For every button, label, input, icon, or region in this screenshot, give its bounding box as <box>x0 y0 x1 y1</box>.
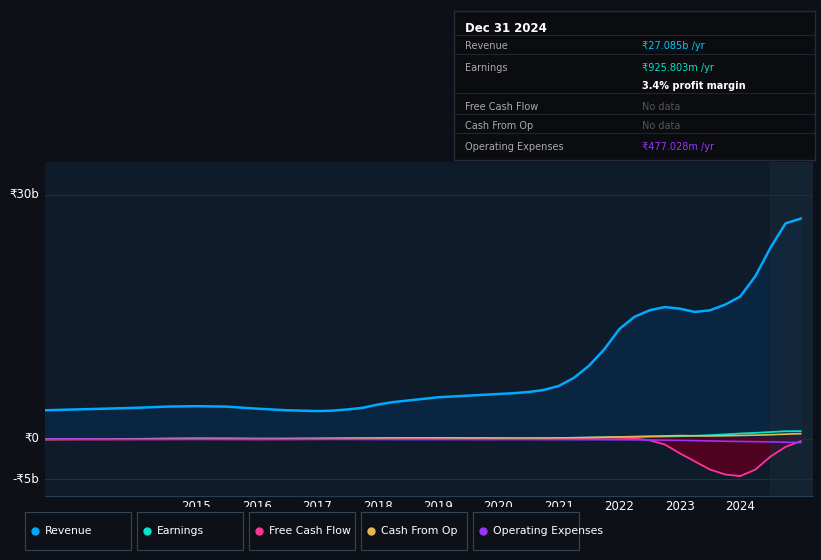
Text: ₹0: ₹0 <box>25 432 39 445</box>
Text: Free Cash Flow: Free Cash Flow <box>269 526 351 535</box>
FancyBboxPatch shape <box>136 512 243 550</box>
Text: Cash From Op: Cash From Op <box>381 526 457 535</box>
FancyBboxPatch shape <box>25 512 131 550</box>
Text: Earnings: Earnings <box>157 526 204 535</box>
Text: Dec 31 2024: Dec 31 2024 <box>465 22 547 35</box>
Text: ₹30b: ₹30b <box>10 188 39 202</box>
Text: ₹477.028m /yr: ₹477.028m /yr <box>642 142 713 152</box>
FancyBboxPatch shape <box>473 512 580 550</box>
Text: ₹27.085b /yr: ₹27.085b /yr <box>642 41 704 51</box>
Text: No data: No data <box>642 121 681 131</box>
Text: No data: No data <box>642 102 681 112</box>
Text: Revenue: Revenue <box>44 526 92 535</box>
Text: Operating Expenses: Operating Expenses <box>465 142 563 152</box>
Text: Revenue: Revenue <box>465 41 507 51</box>
FancyBboxPatch shape <box>360 512 467 550</box>
Text: -₹5b: -₹5b <box>13 473 39 486</box>
FancyBboxPatch shape <box>249 512 355 550</box>
Text: 3.4% profit margin: 3.4% profit margin <box>642 81 745 91</box>
Text: Operating Expenses: Operating Expenses <box>493 526 603 535</box>
Text: Free Cash Flow: Free Cash Flow <box>465 102 538 112</box>
Bar <box>770 162 813 496</box>
Text: Cash From Op: Cash From Op <box>465 121 533 131</box>
Text: Earnings: Earnings <box>465 63 507 73</box>
Text: ₹925.803m /yr: ₹925.803m /yr <box>642 63 713 73</box>
